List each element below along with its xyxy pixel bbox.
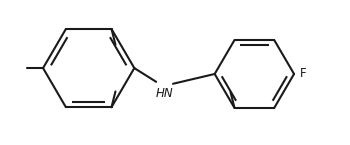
Text: F: F xyxy=(300,67,307,80)
Text: HN: HN xyxy=(155,87,173,100)
